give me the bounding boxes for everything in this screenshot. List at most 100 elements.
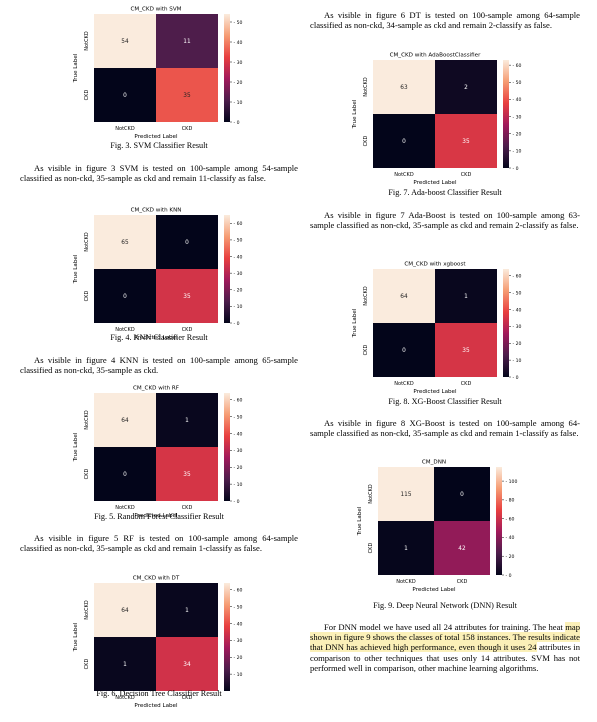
colorbar-tick-label: - 10 <box>234 482 243 488</box>
figure-9-caption: Fig. 9. Deep Neural Network (DNN) Result <box>373 601 517 610</box>
heatmap-cell <box>373 269 435 323</box>
paragraph-rf: As visible in figure 5 RF is tested on 1… <box>20 533 298 554</box>
y-tick-label: CKD <box>363 345 369 356</box>
colorbar-tick-label: - 20 <box>513 341 522 347</box>
cell-value: 0 <box>185 240 189 246</box>
y-tick-label: CKD <box>84 291 90 302</box>
colorbar-tick-label: - 50 <box>234 238 243 244</box>
colorbar-tick-label: - 50 <box>513 290 522 296</box>
colorbar-tick-label: - 20 <box>234 288 243 294</box>
x-tick-label: NotCKD <box>396 579 416 585</box>
cell-value: 42 <box>458 546 466 552</box>
x-axis-label: Predicted Label <box>134 335 178 341</box>
y-tick-label: NotCKD <box>84 232 90 252</box>
y-tick-label: NotCKD <box>84 600 90 620</box>
heatmap-cell <box>94 14 156 68</box>
colorbar <box>503 60 509 168</box>
figure-8: CM_CKD with xgboost 64 1 0 35 NotCKD CKD Predic… <box>345 257 531 401</box>
figure-3-caption: Fig. 3. SVM Classifier Result <box>110 141 208 150</box>
colorbar-tick-label: - 50 <box>234 414 243 420</box>
figure-4: CM_CKD with KNN 65 0 0 35 NotCKD CKD Predicted … <box>66 203 252 347</box>
colorbar-tick-label: - 30 <box>234 638 243 644</box>
colorbar-tick-label: - 40 <box>513 97 522 103</box>
confusion-matrix-chart: CM_CKD with SVM 54 11 0 35 NotCKD CKD Predicted… <box>73 7 243 141</box>
heatmap-cell <box>94 583 156 637</box>
colorbar-tick-label: - 60 <box>234 221 243 227</box>
confusion-matrix-chart: CM_CKD with DT 64 1 1 34 NotCKD CKD Predicted L… <box>73 576 243 710</box>
cell-value: 64 <box>121 608 129 614</box>
cell-value: 1 <box>123 662 127 668</box>
heatmap-cell <box>435 60 497 114</box>
heatmap-cell <box>94 637 156 691</box>
colorbar-tick-label: - 10 <box>513 358 522 364</box>
y-tick-label: CKD <box>84 659 90 670</box>
y-tick-label: NotCKD <box>368 484 374 504</box>
cell-value: 1 <box>404 546 408 552</box>
figure-6: CM_CKD with DT 64 1 1 34 NotCKD CKD Predicted L… <box>66 571 252 715</box>
figure-5-caption: Fig. 5. Random Forest Classifier Result <box>94 512 224 521</box>
heatmap-cell <box>94 215 156 269</box>
colorbar-tick-label: - 60 <box>513 63 522 69</box>
x-tick-label: CKD <box>461 381 472 387</box>
y-axis-label: True Label <box>73 432 79 462</box>
colorbar-tick-label: - 10 <box>513 149 522 155</box>
figure-8-caption: Fig. 8. XG-Boost Classifier Result <box>388 397 502 406</box>
figure-5: CM_CKD with RF 64 1 0 35 NotCKD CKD Predicted L… <box>66 381 252 525</box>
paragraph-xgb: As visible in figure 8 XG-Boost is teste… <box>310 418 580 439</box>
heatmap-cell <box>435 269 497 323</box>
x-tick-label: NotCKD <box>115 695 135 701</box>
heatmap-cell <box>434 467 490 521</box>
y-tick-label: NotCKD <box>363 286 369 306</box>
x-tick-label: NotCKD <box>115 327 135 333</box>
cell-value: 0 <box>123 93 127 99</box>
colorbar-tick-label: - 30 <box>234 271 243 277</box>
colorbar-tick-label: - 0 <box>513 375 519 381</box>
x-tick-label: CKD <box>182 327 193 333</box>
colorbar-tick-label: - 20 <box>513 132 522 138</box>
cell-value: 63 <box>400 85 408 91</box>
cell-value: 34 <box>183 662 191 668</box>
cell-value: 35 <box>183 93 191 99</box>
colorbar-tick-label: - 0 <box>234 321 240 327</box>
figure-9: CM_DNN 115 0 1 42 NotCKD CKD Predicted Label Not… <box>350 455 524 599</box>
colorbar-tick-label: - 40 <box>506 535 515 541</box>
x-tick-label: NotCKD <box>115 126 135 132</box>
x-axis-label: Predicted Label <box>134 513 178 519</box>
x-tick-label: CKD <box>182 126 193 132</box>
figure-6-caption: Fig. 6. Decision Tree Classifier Result <box>96 689 222 698</box>
cell-value: 35 <box>183 472 191 478</box>
heatmap-cell <box>156 68 218 122</box>
y-tick-label: CKD <box>363 136 369 147</box>
x-tick-label: CKD <box>461 172 472 178</box>
colorbar-tick-label: - 60 <box>513 274 522 280</box>
colorbar <box>224 583 230 691</box>
colorbar-tick-label: - 50 <box>234 20 243 26</box>
cell-value: 35 <box>462 139 470 145</box>
heatmap-cell <box>156 14 218 68</box>
paragraph-ada: As visible in figure 7 Ada-Boost is test… <box>310 210 580 231</box>
figure-4-caption: Fig. 4. KNN Classifier Result <box>110 333 208 342</box>
colorbar-tick-label: - 30 <box>234 60 243 66</box>
cell-value: 64 <box>400 294 408 300</box>
heatmap-cell <box>156 637 218 691</box>
heatmap-cell <box>156 215 218 269</box>
cell-value: 0 <box>123 294 127 300</box>
colorbar-tick-label: - 80 <box>506 498 515 504</box>
heatmap-cell <box>434 521 490 575</box>
heatmap-cell <box>156 393 218 447</box>
confusion-matrix-chart: CM_CKD with AdaBoostClassifier 63 2 0 35 NotC… <box>352 53 522 187</box>
colorbar-tick-label: - 40 <box>234 431 243 437</box>
confusion-matrix-chart: CM_CKD with xgboost 64 1 0 35 NotCKD CKD Predic… <box>352 262 522 396</box>
heatmap-cell <box>94 447 156 501</box>
colorbar-tick-label: - 60 <box>234 398 243 404</box>
heatmap-cell <box>156 447 218 501</box>
y-tick-label: CKD <box>84 469 90 480</box>
x-axis-label: Predicted Label <box>134 134 178 140</box>
colorbar-tick-label: - 50 <box>513 80 522 86</box>
colorbar-tick-label: - 50 <box>234 604 243 610</box>
cell-value: 11 <box>183 39 191 45</box>
x-tick-label: CKD <box>182 695 193 701</box>
y-axis-label: True Label <box>73 254 79 284</box>
cell-value: 1 <box>185 608 189 614</box>
heatmap-cell <box>156 269 218 323</box>
